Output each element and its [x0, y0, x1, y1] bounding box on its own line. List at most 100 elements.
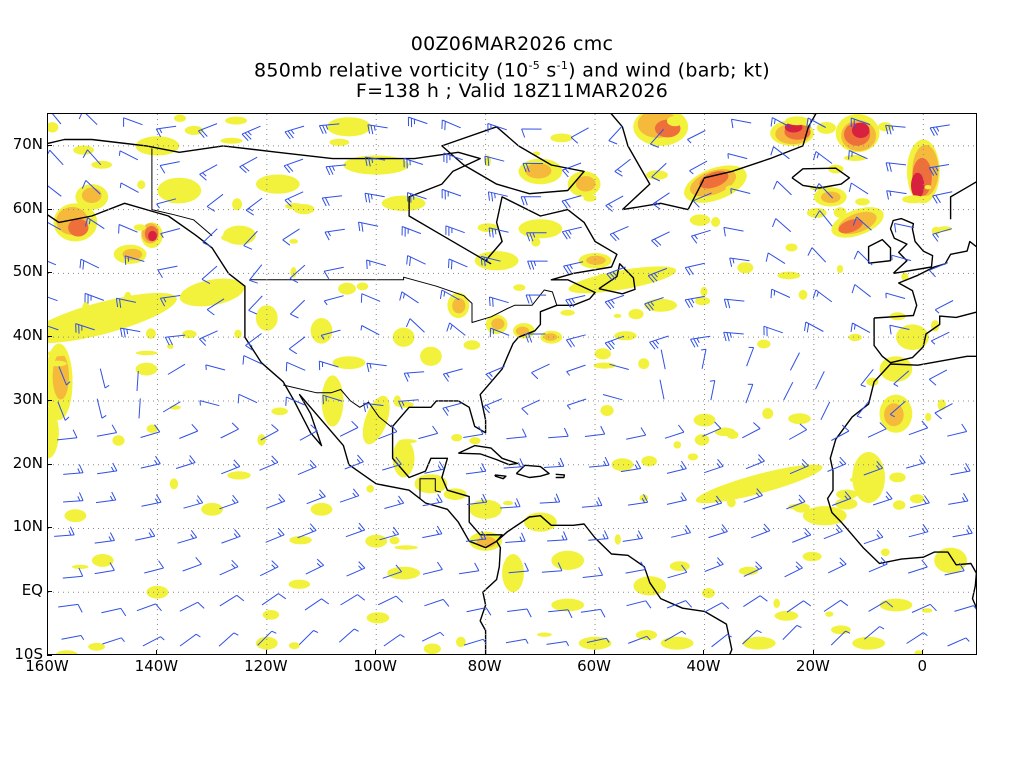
vorticity-speck [531, 237, 541, 247]
wind-barb [950, 463, 971, 476]
coastline-segment [873, 311, 976, 364]
vorticity-speck [667, 116, 683, 127]
y-tick-mark [47, 527, 52, 529]
wind-barb [57, 429, 78, 441]
vorticity-contour [122, 248, 143, 261]
wind-barb [384, 495, 405, 509]
vorticity-speck [641, 456, 657, 467]
wind-barb [934, 300, 954, 314]
x-tick-mark [375, 650, 377, 655]
wind-barb [403, 371, 425, 382]
wind-barb [487, 191, 508, 202]
wind-barb [465, 530, 487, 542]
wind-barb [868, 600, 894, 612]
x-tick-mark [265, 650, 267, 655]
wind-barb [570, 127, 589, 144]
wind-barb [606, 266, 626, 282]
vorticity-speck [700, 286, 708, 297]
wind-barb [377, 595, 404, 606]
vorticity-speck [901, 272, 909, 281]
wind-barb [863, 529, 884, 545]
vorticity-contour [64, 509, 87, 523]
wind-barb [299, 424, 318, 441]
wind-barb [804, 321, 824, 333]
vorticity-speck [182, 330, 197, 339]
vorticity-contour [544, 333, 558, 341]
vorticity-contour [68, 218, 89, 237]
wind-barb [947, 637, 970, 647]
wind-barb [237, 393, 258, 404]
wind-barb [463, 426, 484, 438]
vorticity-speck [88, 642, 105, 651]
vorticity-contour [491, 318, 505, 330]
vorticity-contour [515, 326, 530, 336]
vorticity-speck [673, 441, 682, 449]
x-tick-mark [594, 650, 596, 655]
wind-barb [609, 363, 629, 370]
wind-barb [644, 297, 664, 312]
vorticity-speck [423, 643, 441, 654]
wind-barb [948, 492, 969, 505]
wind-barb [245, 333, 262, 351]
wind-barb [651, 231, 670, 248]
vorticity-speck [902, 195, 925, 204]
vorticity-speck [836, 489, 858, 500]
wind-barb [650, 128, 665, 148]
wind-barb [947, 423, 968, 437]
vorticity-contour [146, 585, 169, 599]
wind-barb [868, 557, 888, 573]
wind-barb [628, 635, 651, 644]
wind-barb [102, 637, 125, 645]
wind-barb [118, 150, 139, 161]
wind-barb [723, 226, 744, 237]
wind-barb [323, 295, 344, 306]
wind-barb [283, 158, 304, 174]
wind-barb [115, 297, 137, 308]
wind-barb [893, 370, 910, 387]
vorticity-speck [921, 608, 933, 613]
wind-barb [179, 601, 205, 612]
wind-barb [625, 561, 646, 574]
wind-barb [259, 560, 279, 577]
wind-barb [58, 366, 71, 386]
wind-barb [885, 162, 907, 172]
vorticity-speck [560, 309, 575, 316]
wind-barb [508, 562, 529, 574]
vorticity-contour [148, 230, 157, 242]
wind-barb [265, 527, 285, 543]
wind-barb [827, 456, 847, 472]
wind-barb [786, 600, 812, 613]
wind-barb [285, 361, 306, 372]
wind-barb [832, 491, 852, 506]
y-tick-mark [47, 591, 52, 593]
vorticity-speck [694, 434, 710, 446]
vorticity-speck [798, 289, 808, 300]
wind-barb [206, 298, 225, 316]
wind-barb [85, 217, 105, 230]
wind-barb [266, 493, 286, 509]
wind-barb [729, 257, 750, 267]
wind-barb [57, 401, 70, 421]
border-segment [283, 384, 392, 428]
wind-barb [448, 258, 468, 270]
wind-barb [586, 637, 610, 643]
wind-barb [241, 125, 261, 142]
wind-barb [872, 491, 893, 506]
wind-barb [763, 325, 783, 337]
vorticity-speck [777, 271, 801, 280]
x-tick-mark [812, 650, 814, 655]
wind-barb [82, 149, 102, 166]
border-segment [419, 478, 441, 500]
vorticity-speck [221, 233, 244, 242]
vorticity-contour [578, 636, 612, 650]
wind-barb [889, 324, 910, 335]
vorticity-speck [220, 137, 243, 144]
vorticity-speck [133, 224, 146, 231]
vorticity-contour [852, 636, 885, 650]
wind-barb [548, 427, 569, 439]
wind-barb [602, 394, 623, 401]
wind-barb [500, 498, 521, 509]
wind-barb [202, 228, 218, 247]
vorticity-speck [135, 350, 158, 356]
wind-barb [346, 561, 366, 577]
